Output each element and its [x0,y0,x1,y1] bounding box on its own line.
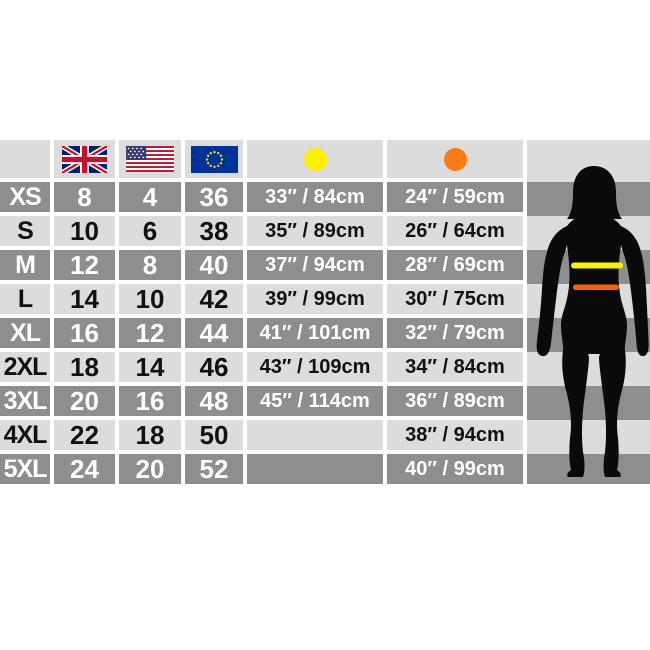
size-label: 2XL [0,352,50,382]
cell-eu: 36 [185,182,243,212]
cell-us: 4 [119,182,181,212]
size-label: XS [0,182,50,212]
header-cell-bust [247,140,383,178]
cell-waist: 26″ / 64cm [387,216,523,246]
size-label: M [0,250,50,280]
cell-us: 12 [119,318,181,348]
yellow-dot-icon [303,147,327,171]
header-cell-eu [185,140,243,178]
size-label: S [0,216,50,246]
silhouette-stripe [527,386,650,420]
cell-uk: 18 [54,352,115,382]
us-flag-icon [126,146,174,172]
cell-uk: 24 [54,454,115,484]
cell-bust: 35″ / 89cm [247,216,383,246]
cell-bust [247,454,383,484]
silhouette-panel [527,140,650,484]
cell-waist: 38″ / 94cm [387,420,523,450]
silhouette-stripe [527,454,650,484]
cell-eu: 44 [185,318,243,348]
cell-eu: 50 [185,420,243,450]
cell-uk: 16 [54,318,115,348]
size-table: XS 8 4 36 33″ / 84cm 24″ / 59cm S 10 6 38 35″ / 89… [0,140,523,484]
cell-eu: 48 [185,386,243,416]
cell-us: 8 [119,250,181,280]
cell-us: 14 [119,352,181,382]
cell-uk: 12 [54,250,115,280]
bust-measure-line [571,262,623,269]
orange-dot-icon [443,147,467,171]
waist-measure-line [573,284,619,290]
cell-uk: 8 [54,182,115,212]
size-label: 5XL [0,454,50,484]
size-label: L [0,284,50,314]
cell-us: 16 [119,386,181,416]
cell-waist: 24″ / 59cm [387,182,523,212]
cell-eu: 42 [185,284,243,314]
cell-eu: 40 [185,250,243,280]
woman-silhouette [536,166,649,477]
cell-bust: 33″ / 84cm [247,182,383,212]
cell-bust: 39″ / 99cm [247,284,383,314]
header-cell-us [119,140,181,178]
size-label: 3XL [0,386,50,416]
cell-waist: 32″ / 79cm [387,318,523,348]
cell-bust: 37″ / 94cm [247,250,383,280]
cell-bust: 45″ / 114cm [247,386,383,416]
silhouette-stripe [527,420,650,454]
silhouette-body [536,166,649,477]
size-label: 4XL [0,420,50,450]
cell-waist: 36″ / 89cm [387,386,523,416]
cell-waist: 34″ / 84cm [387,352,523,382]
cell-uk: 10 [54,216,115,246]
cell-waist: 30″ / 75cm [387,284,523,314]
cell-us: 18 [119,420,181,450]
cell-waist: 40″ / 99cm [387,454,523,484]
cell-us: 10 [119,284,181,314]
header-cell-waist [387,140,523,178]
header-cell-uk [54,140,115,178]
size-label: XL [0,318,50,348]
cell-waist: 28″ / 69cm [387,250,523,280]
cell-eu: 46 [185,352,243,382]
cell-us: 6 [119,216,181,246]
eu-flag-icon [190,145,238,173]
header-cell-size [0,140,50,178]
cell-bust [247,420,383,450]
cell-eu: 38 [185,216,243,246]
cell-uk: 20 [54,386,115,416]
cell-bust: 41″ / 101cm [247,318,383,348]
cell-uk: 22 [54,420,115,450]
uk-flag-icon [61,145,108,173]
cell-eu: 52 [185,454,243,484]
cell-us: 20 [119,454,181,484]
cell-uk: 14 [54,284,115,314]
cell-bust: 43″ / 109cm [247,352,383,382]
